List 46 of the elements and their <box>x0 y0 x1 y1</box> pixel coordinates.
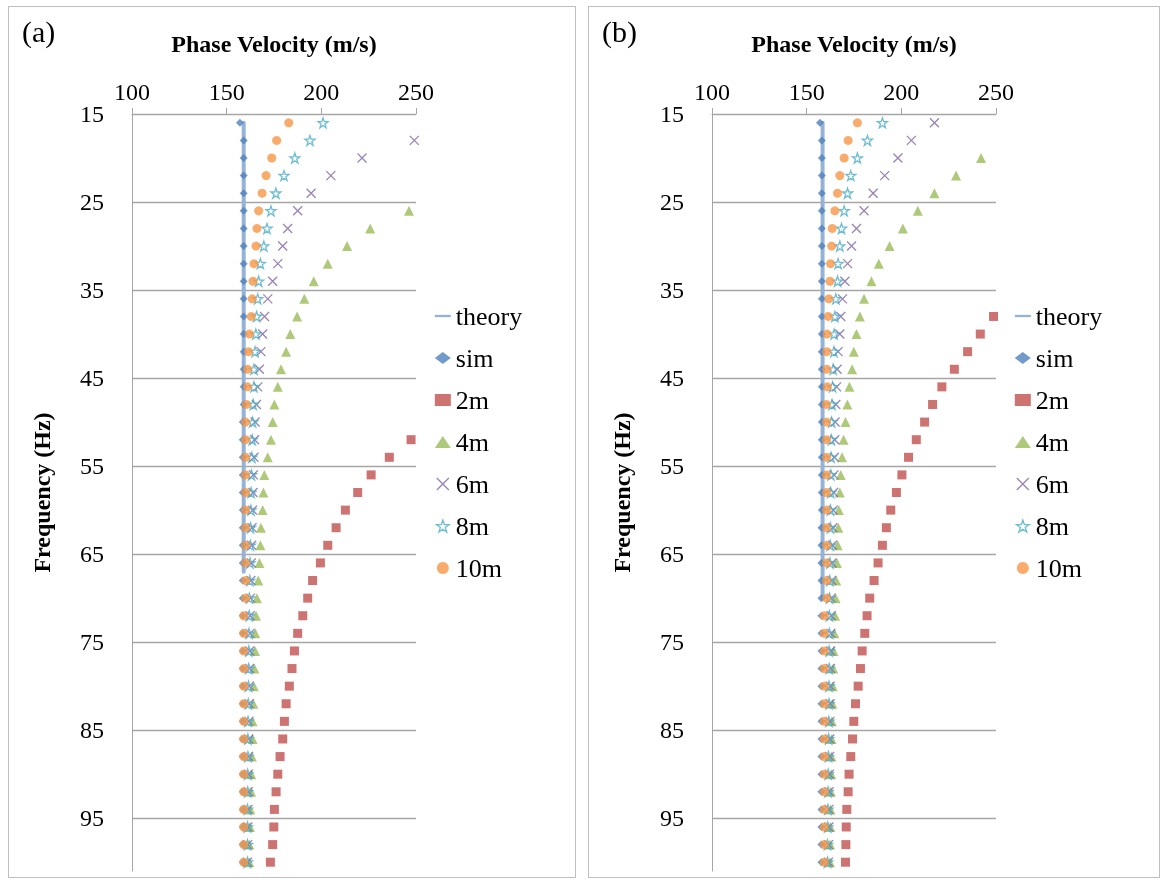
legend-label: theory <box>1035 301 1103 331</box>
legend-label: 8m <box>455 511 490 541</box>
legend-label: sim <box>1035 343 1074 373</box>
x-axis-title: Phase Velocity (m/s) <box>751 31 957 57</box>
y-tick-label: 25 <box>660 189 684 216</box>
y-tick-label: 45 <box>660 365 684 392</box>
x-tick-label: 100 <box>694 79 730 105</box>
y-tick-label: 15 <box>80 101 104 127</box>
legend-label: 2m <box>1035 385 1070 415</box>
legend-label: 4m <box>455 427 490 457</box>
y-tick-label: 25 <box>80 189 104 216</box>
y-tick-label: 85 <box>80 717 104 744</box>
legend-label: 10m <box>455 553 503 583</box>
y-tick-label: 95 <box>80 805 104 832</box>
y-tick-label: 75 <box>660 629 684 656</box>
legend-label: 6m <box>1035 469 1070 499</box>
y-axis-title: Frequency (Hz) <box>609 412 635 573</box>
y-tick-label: 15 <box>660 101 684 127</box>
x-tick-label: 150 <box>788 79 825 105</box>
y-axis-title: Frequency (Hz) <box>29 412 55 573</box>
x-tick-label: 250 <box>398 79 434 105</box>
y-tick-label: 35 <box>80 277 104 304</box>
y-tick-label: 55 <box>660 453 684 480</box>
y-tick-label: 65 <box>80 541 104 568</box>
y-tick-label: 85 <box>660 717 684 744</box>
y-tick-label: 75 <box>80 629 104 656</box>
legend-label: 2m <box>455 385 490 415</box>
y-tick-label: 55 <box>80 453 104 480</box>
y-tick-label: 65 <box>660 541 684 568</box>
y-tick-label: 95 <box>660 805 684 832</box>
x-axis-title: Phase Velocity (m/s) <box>171 31 377 57</box>
legend-label: 4m <box>1035 427 1070 457</box>
legend-label: 10m <box>1035 553 1083 583</box>
x-tick-label: 100 <box>114 79 150 105</box>
legend-label: 6m <box>455 469 490 499</box>
chart-title: (a) <box>22 14 56 49</box>
x-tick-label: 200 <box>303 79 340 105</box>
y-tick-label: 45 <box>80 365 104 392</box>
x-tick-label: 150 <box>208 79 245 105</box>
legend-label: sim <box>455 343 494 373</box>
chart-title: (b) <box>602 14 637 49</box>
x-tick-label: 250 <box>978 79 1014 105</box>
y-tick-label: 35 <box>660 277 684 304</box>
legend-label: 8m <box>1035 511 1070 541</box>
legend-label: theory <box>455 301 523 331</box>
x-tick-label: 200 <box>883 79 920 105</box>
